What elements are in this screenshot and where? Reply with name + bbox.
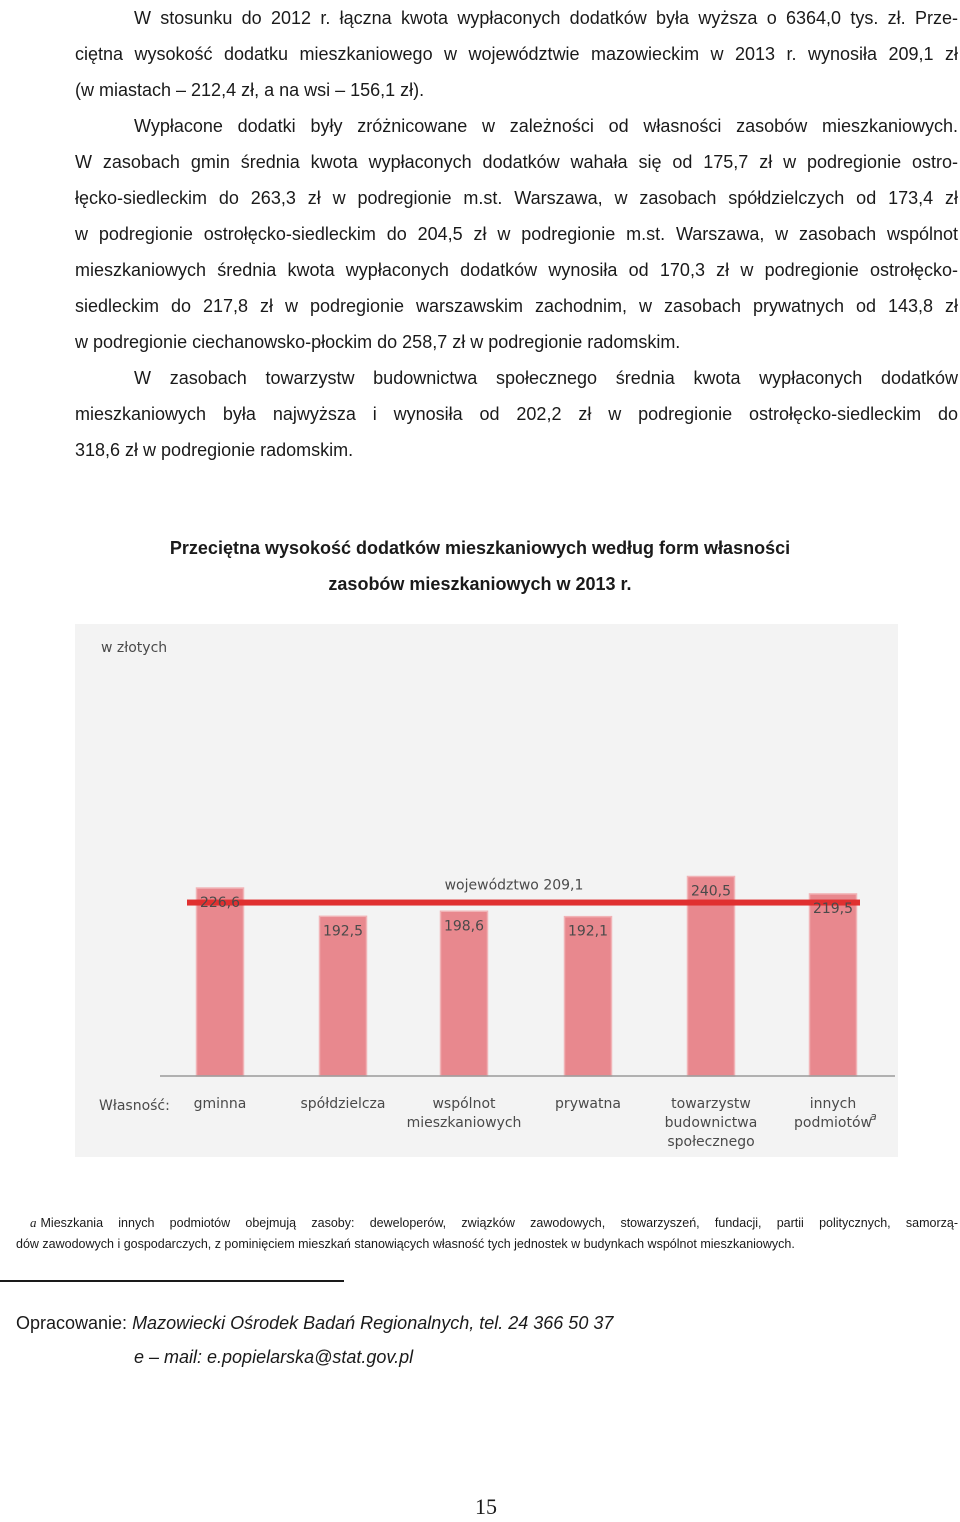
- text-line: mieszkaniowych średnia kwota wypłaconych…: [75, 260, 958, 280]
- footnote-text: Mieszkania innych podmiotów obejmują zas…: [40, 1216, 959, 1230]
- category-label: mieszkaniowych: [407, 1115, 522, 1131]
- value-label: 240,5: [691, 884, 731, 900]
- footnote-line-1: a Mieszkania innych podmiotów obejmują za…: [16, 1212, 958, 1234]
- text-line: siedleckim do 217,8 zł w podregionie war…: [75, 296, 958, 316]
- bar: [439, 910, 489, 1077]
- bar: [195, 887, 245, 1077]
- category-label: prywatna: [555, 1096, 621, 1112]
- credits-prefix: Opracowanie:: [16, 1313, 133, 1333]
- text-line: W zasobach towarzystw budownictwa społec…: [134, 368, 958, 388]
- value-label: 192,5: [323, 923, 363, 939]
- unit-label: w złotych: [101, 640, 167, 656]
- text-line: (w miastach – 212,4 zł, a na wsi – 156,1…: [75, 80, 425, 100]
- axis-label: Własność:: [99, 1098, 170, 1114]
- reference-label: województwo 209,1: [445, 878, 584, 894]
- value-label: 198,6: [444, 918, 484, 934]
- category-label: wspólnot: [432, 1096, 496, 1112]
- bar: [808, 893, 858, 1077]
- footnote: a Mieszkania innych podmiotów obejmują za…: [16, 1212, 958, 1255]
- value-label: 192,1: [568, 924, 608, 940]
- credits-email-line: e – mail: e.popielarska@stat.gov.pl: [16, 1340, 613, 1374]
- bar: [686, 875, 736, 1077]
- footnote-line-2: dów zawodowych i gospodarczych, z pomini…: [16, 1237, 795, 1251]
- reference-line: [187, 899, 860, 906]
- category-footnote-mark: a: [870, 1110, 877, 1123]
- category-label: budownictwa: [665, 1115, 758, 1131]
- credits-author-line: Opracowanie: Mazowiecki Ośrodek Badań Re…: [16, 1306, 613, 1340]
- text-line: w podregionie ostrołęcko-siedleckim do 2…: [75, 224, 958, 244]
- credits-email: e – mail: e.popielarska@stat.gov.pl: [134, 1347, 414, 1367]
- chart-title-line-2: zasobów mieszkaniowych w 2013 r.: [328, 574, 632, 594]
- text-line: w podregionie ciechanowsko-płockim do 25…: [75, 332, 681, 352]
- text-line: łęcko-siedleckim do 263,3 zł w podregion…: [75, 188, 958, 208]
- bar-chart: w złotych województwo 209,1 226,6 192,5 198,…: [75, 624, 898, 1157]
- text-line: Wypłacone dodatki były zróżnicowane w za…: [134, 116, 958, 136]
- page-number: 15: [475, 1494, 497, 1519]
- credits-author: Mazowiecki Ośrodek Badań Regionalnych, t…: [132, 1313, 614, 1333]
- separator-rule: [0, 1280, 344, 1282]
- category-label: innych: [810, 1096, 857, 1112]
- chart-canvas: w złotych województwo 209,1 226,6 192,5 198,…: [99, 640, 895, 1150]
- chart-title-line-1: Przeciętna wysokość dodatków mieszkaniow…: [169, 538, 791, 558]
- paragraph-3: W zasobach towarzystw budownictwa społec…: [16, 360, 958, 468]
- text-line: 318,6 zł w podregionie radomskim.: [75, 440, 354, 460]
- body-text: W stosunku do 2012 r. łączna kwota wypła…: [16, 0, 958, 468]
- paragraph-2: Wypłacone dodatki były zróżnicowane w za…: [16, 108, 958, 360]
- text-line: ciętna wysokość dodatku mieszkaniowego w…: [75, 44, 958, 64]
- value-label: 219,5: [813, 901, 853, 917]
- text-line: W stosunku do 2012 r. łączna kwota wypła…: [134, 8, 958, 28]
- category-label: towarzystw: [671, 1096, 751, 1112]
- text-line: W zasobach gmin średnia kwota wypłaconyc…: [75, 152, 958, 172]
- credits: Opracowanie: Mazowiecki Ośrodek Badań Re…: [16, 1306, 613, 1374]
- category-label: społecznego: [667, 1134, 754, 1150]
- value-label: 226,6: [200, 895, 240, 911]
- category-label: podmiotów: [794, 1115, 872, 1131]
- bar: [563, 915, 613, 1077]
- footnote-mark: a: [30, 1215, 37, 1230]
- text-line: mieszkaniowych była najwyższa i wynosiła…: [75, 404, 958, 424]
- category-label: spółdzielcza: [301, 1096, 386, 1112]
- category-label: gminna: [194, 1096, 247, 1112]
- paragraph-1: W stosunku do 2012 r. łączna kwota wypła…: [16, 0, 958, 108]
- bar: [318, 915, 368, 1077]
